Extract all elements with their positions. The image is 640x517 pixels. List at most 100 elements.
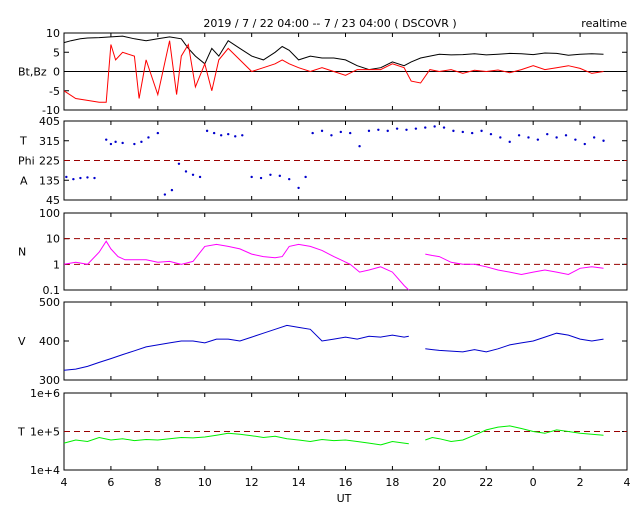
y-axis-label: T — [17, 426, 25, 439]
data-point-phi — [133, 142, 136, 146]
series-line-n — [63, 240, 410, 291]
y-tick-label: 500 — [39, 296, 60, 309]
data-point-phi — [170, 188, 174, 192]
chart-title: 2019 / 7 / 22 04:00 -- 7 / 23 04:00 ( DS… — [203, 17, 456, 30]
data-point-phi — [205, 129, 209, 133]
data-point-phi — [259, 176, 263, 180]
data-point-phi — [339, 130, 343, 134]
y-tick-label: 10 — [46, 27, 60, 40]
y-tick-label: 225 — [39, 155, 60, 168]
data-point-phi — [602, 139, 605, 142]
series-line-bz — [63, 40, 604, 103]
data-point-phi — [480, 129, 483, 133]
y-tick-label: 1e+4 — [30, 464, 60, 477]
y-axis-label: V — [18, 335, 26, 348]
data-point-phi — [358, 145, 361, 148]
y-tick-label: 10 — [46, 233, 60, 246]
data-point-phi — [184, 170, 188, 173]
data-point-phi — [177, 162, 181, 165]
y-axis-label: Bt,Bz — [18, 66, 47, 79]
data-point-phi — [555, 136, 558, 139]
y-tick-label: -5 — [49, 85, 60, 98]
data-point-phi — [461, 130, 464, 134]
data-point-phi — [320, 129, 324, 133]
series-line-v — [63, 324, 409, 371]
y-tick-label: -10 — [42, 104, 60, 117]
data-point-phi — [546, 132, 549, 136]
data-point-phi — [499, 136, 502, 139]
data-point-phi — [330, 134, 333, 137]
y-tick-label: 45 — [46, 194, 60, 207]
realtime-label: realtime — [581, 17, 627, 30]
x-tick-label: 18 — [385, 476, 399, 489]
y-axis-label: A — [20, 175, 28, 188]
x-tick-label: 12 — [245, 476, 259, 489]
data-point-phi — [424, 126, 427, 129]
data-point-phi — [395, 127, 399, 130]
x-tick-label: 14 — [292, 476, 306, 489]
data-point-phi — [564, 134, 568, 137]
x-tick-label: 4 — [61, 476, 68, 489]
data-point-phi — [304, 175, 307, 179]
x-tick-label: 10 — [198, 476, 212, 489]
series-line-bt — [63, 35, 604, 71]
data-point-phi — [278, 174, 282, 178]
x-tick-label: 20 — [432, 476, 446, 489]
y-tick-label: 5 — [53, 46, 60, 59]
y-tick-label: 405 — [39, 115, 60, 128]
data-point-phi — [241, 134, 244, 137]
y-tick-label: 100 — [39, 207, 60, 220]
y-tick-label: 135 — [39, 174, 60, 187]
data-point-phi — [212, 131, 216, 135]
data-point-phi — [508, 140, 511, 144]
data-point-phi — [114, 140, 117, 144]
data-point-phi — [191, 173, 195, 176]
data-point-phi — [405, 128, 408, 131]
data-point-phi — [227, 132, 230, 136]
data-point-phi — [470, 131, 474, 135]
data-point-phi — [433, 125, 436, 128]
data-point-phi — [574, 138, 577, 141]
y-tick-label: 315 — [39, 135, 60, 148]
data-point-phi — [367, 129, 371, 133]
data-point-phi — [140, 140, 143, 144]
data-point-phi — [109, 142, 113, 146]
data-point-phi — [234, 135, 237, 138]
series-line-n — [425, 253, 604, 276]
x-tick-label: 4 — [624, 476, 631, 489]
data-point-phi — [250, 175, 253, 179]
data-point-phi — [219, 134, 223, 137]
y-tick-label: 300 — [39, 374, 60, 387]
data-point-phi — [65, 175, 68, 179]
data-point-phi — [386, 129, 389, 133]
y-tick-label: 0 — [53, 66, 60, 79]
data-point-phi — [517, 134, 521, 137]
data-point-phi — [297, 186, 300, 190]
x-tick-label: 22 — [479, 476, 493, 489]
y-tick-label: 0.1 — [43, 284, 61, 297]
data-point-phi — [269, 173, 272, 176]
data-point-phi — [163, 193, 167, 196]
data-point-phi — [442, 126, 446, 129]
x-tick-label: 0 — [530, 476, 537, 489]
x-tick-label: 8 — [154, 476, 161, 489]
y-axis-label: N — [18, 246, 26, 259]
data-point-phi — [311, 131, 314, 135]
x-tick-label: 6 — [107, 476, 114, 489]
y-axis-label: Phi — [18, 155, 35, 168]
data-point-phi — [86, 176, 89, 179]
data-point-phi — [147, 136, 150, 139]
y-tick-label: 1 — [53, 258, 60, 271]
series-line-t — [425, 425, 604, 443]
data-point-phi — [452, 129, 455, 133]
data-point-phi — [489, 132, 493, 136]
panel-frame-density — [63, 212, 628, 291]
data-point-phi — [93, 176, 96, 180]
data-point-phi — [198, 175, 202, 179]
y-tick-label: 1e+5 — [30, 426, 60, 439]
y-tick-label: 400 — [39, 335, 60, 348]
data-point-phi — [72, 177, 75, 181]
data-point-phi — [536, 138, 540, 141]
